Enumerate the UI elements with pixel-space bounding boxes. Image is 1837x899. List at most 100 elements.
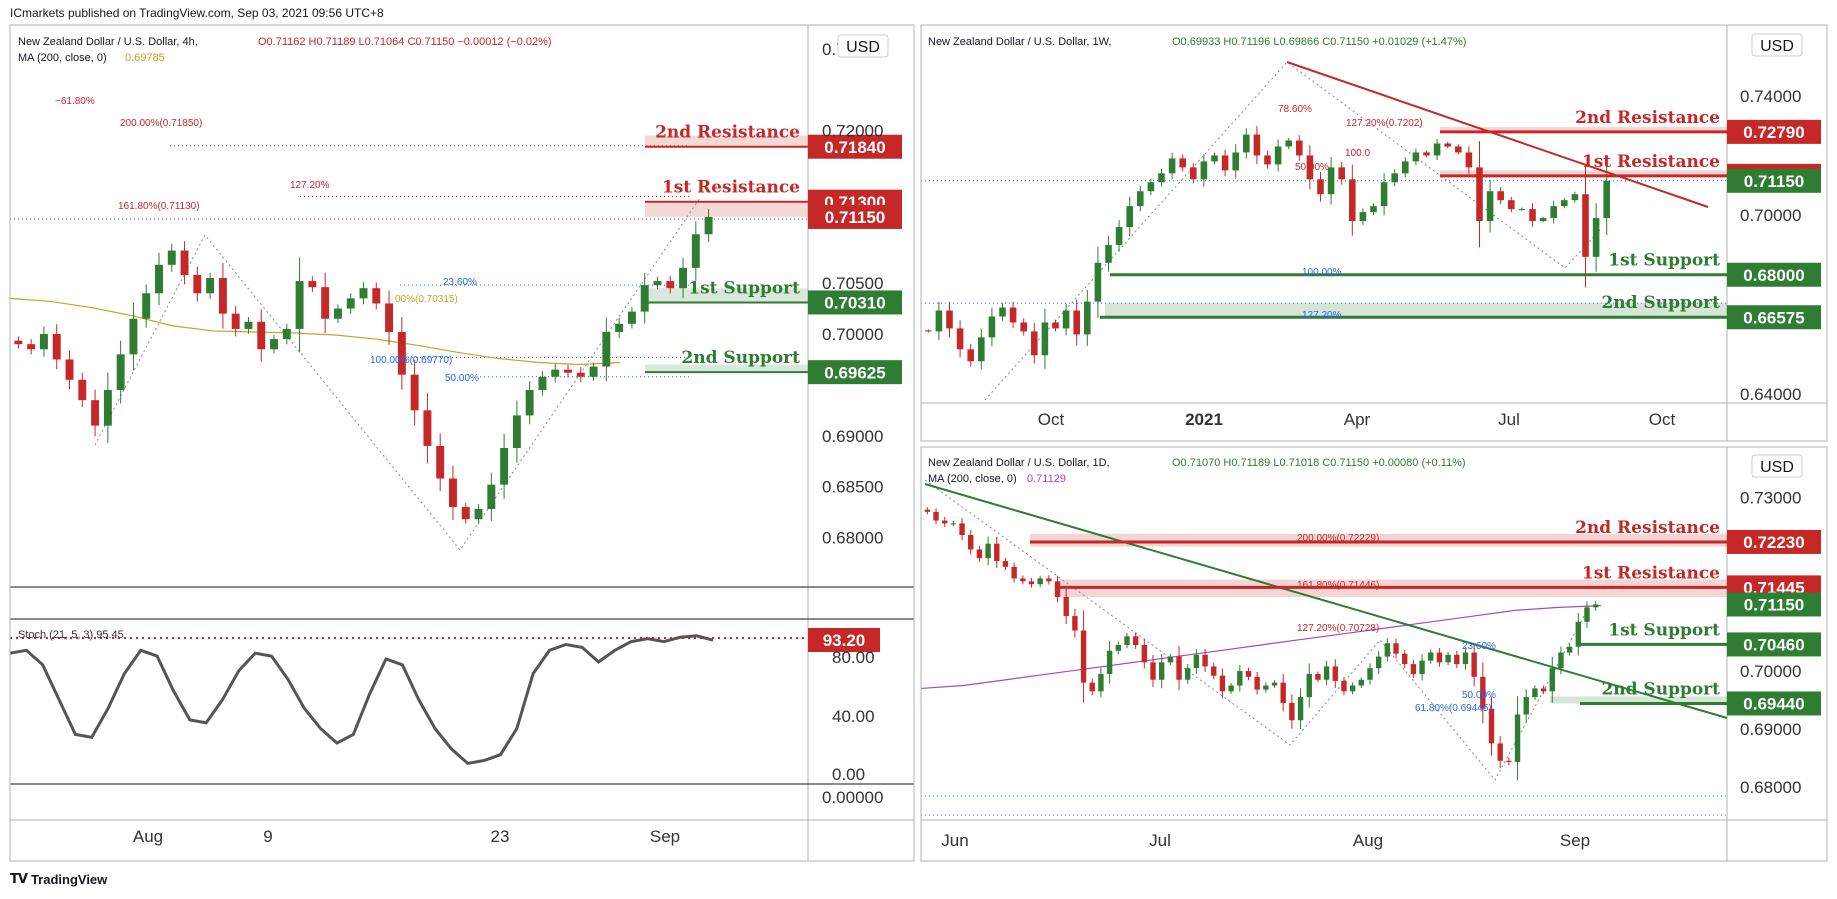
price-box-level-2: 0.70460 xyxy=(1743,636,1804,655)
price-box-level-0: 0.72230 xyxy=(1743,533,1804,552)
y-tick: 0.70000 xyxy=(1740,662,1801,681)
candle-body xyxy=(282,328,291,340)
candle-body xyxy=(1289,702,1295,721)
candle-body xyxy=(1359,212,1367,222)
candle-body xyxy=(1412,152,1420,162)
candle-body xyxy=(1488,708,1495,744)
candle-body xyxy=(1296,140,1303,156)
candle-body xyxy=(1176,656,1182,680)
level-zone xyxy=(645,135,808,147)
panel-4h-frame xyxy=(9,24,915,862)
level-label-2: 1st Support xyxy=(1608,620,1720,640)
y-tick: 0.69000 xyxy=(822,427,883,446)
candle-body xyxy=(1080,630,1087,683)
candle-body xyxy=(1428,652,1434,661)
candle-body xyxy=(1264,155,1271,165)
candle-body xyxy=(512,415,521,448)
level-zone xyxy=(1550,696,1727,704)
candle-body xyxy=(1046,578,1052,582)
level-zone xyxy=(1440,127,1727,132)
candle-body xyxy=(52,334,61,360)
price-box-level-3: 0.69625 xyxy=(824,363,885,382)
candle-body xyxy=(1338,167,1345,180)
y-tick: 0.70000 xyxy=(1740,206,1801,225)
fib-label: 23.60% xyxy=(1462,641,1496,652)
candle-body xyxy=(1106,650,1113,674)
currency-label: USD xyxy=(1760,459,1794,476)
candle-body xyxy=(988,316,996,338)
candle-body xyxy=(1011,566,1017,579)
candle-body xyxy=(976,549,983,559)
y-tick: 0.68000 xyxy=(822,529,883,548)
candle-body xyxy=(1098,673,1104,692)
tradingview-logo-icon: 𝗧𝗩 xyxy=(10,871,28,886)
candle-body xyxy=(999,307,1006,317)
fib-label: 200.00%(0.72229) xyxy=(1297,533,1379,544)
candle-body xyxy=(167,250,176,265)
price-box-level-2: 0.70310 xyxy=(824,294,885,313)
ohlc-label: O0.71070 H0.71189 L0.71018 C0.71150 +0.0… xyxy=(1172,457,1466,469)
candle-body xyxy=(1455,146,1462,153)
price-box-level-3-bg xyxy=(1727,691,1821,716)
candle-body xyxy=(1575,621,1581,647)
level-zone xyxy=(1105,303,1727,318)
fib-label: 78.60% xyxy=(1278,104,1312,115)
candle-body xyxy=(116,354,125,390)
candle-body xyxy=(1423,152,1430,156)
candle-body xyxy=(1393,643,1399,654)
currency-label: USD xyxy=(846,39,880,56)
candle-body xyxy=(1476,167,1483,222)
price-box-level-0-bg xyxy=(808,134,902,159)
candle-body xyxy=(1105,244,1112,263)
candle-body xyxy=(985,543,991,559)
candle-body xyxy=(436,445,445,479)
candle-body xyxy=(968,535,974,550)
y-tick: 0.00000 xyxy=(822,788,883,807)
candle-body xyxy=(385,303,394,332)
candle-body xyxy=(525,389,534,416)
level-label-1: 1st Resistance xyxy=(662,178,800,198)
y-tick: 0.68000 xyxy=(1740,778,1801,797)
candle-body xyxy=(956,328,964,350)
candle-body xyxy=(1084,301,1091,335)
candle-body xyxy=(1285,140,1292,147)
candle-body xyxy=(1052,322,1059,329)
candle-body xyxy=(1323,666,1330,680)
price-box-level-2-bg xyxy=(808,290,902,315)
candle-body xyxy=(1561,200,1568,207)
candle-body xyxy=(91,400,100,426)
candle-body xyxy=(1054,581,1061,597)
fib-label: 50.00% xyxy=(445,373,479,384)
candle-body xyxy=(1358,679,1365,686)
candle-body xyxy=(1454,654,1460,665)
candle-body xyxy=(1375,656,1382,669)
candle-body xyxy=(679,267,688,289)
x-tick: Oct xyxy=(1038,410,1065,429)
candle-body xyxy=(1167,656,1174,663)
candle-body xyxy=(1124,636,1130,645)
price-box-current: 0.71150 xyxy=(1744,596,1805,615)
candle-body xyxy=(397,331,406,375)
candle-body xyxy=(487,484,496,510)
level-zone xyxy=(1440,170,1727,177)
currency-label: USD xyxy=(1760,38,1794,55)
fib-label: 23.60% xyxy=(443,277,477,288)
candle-body xyxy=(1115,645,1121,651)
x-tick: Aug xyxy=(1353,831,1383,850)
candle-body xyxy=(142,293,151,319)
candle-body xyxy=(346,298,355,309)
candle-body xyxy=(1132,636,1139,645)
candle-body xyxy=(14,340,23,345)
ma-label: MA (200, close, 0) xyxy=(18,52,107,64)
candle-body xyxy=(1228,685,1234,692)
candle-body xyxy=(959,523,965,535)
symbol-label: New Zealand Dollar / U.S. Dollar, 1W, xyxy=(928,36,1111,48)
fib-label: 50.00% xyxy=(1295,162,1329,173)
fib-label: 127.20% xyxy=(290,180,330,191)
candle-body xyxy=(615,323,624,332)
y-tick: 0.64000 xyxy=(1740,385,1801,404)
fib-label: 127.20% xyxy=(1302,310,1342,321)
candle-body xyxy=(1497,191,1504,201)
candle-body xyxy=(666,281,675,289)
